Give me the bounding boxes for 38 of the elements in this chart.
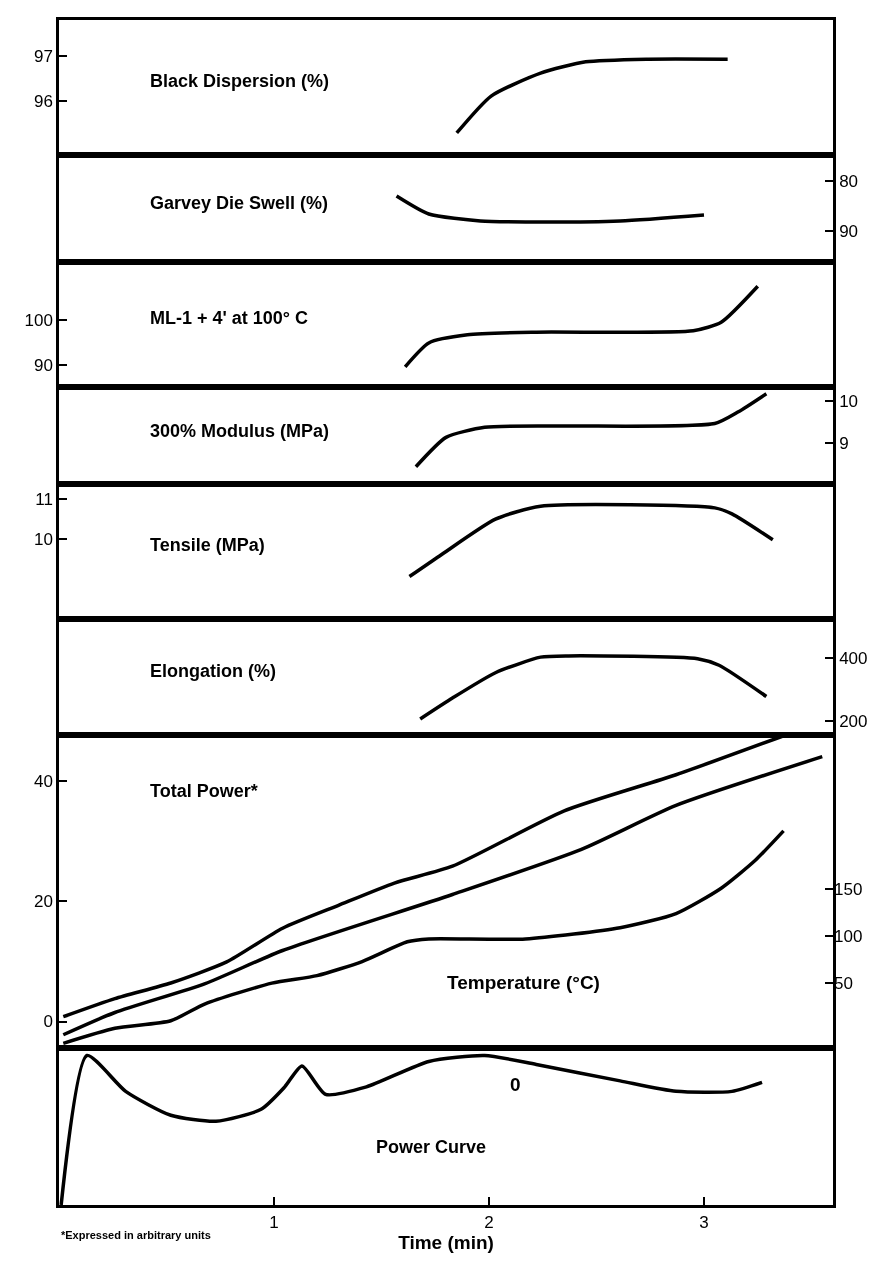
annotation: Temperature (°C) bbox=[447, 972, 600, 993]
text: Tensile (MPa) bbox=[150, 535, 265, 555]
y-tick-label: 11 bbox=[35, 489, 53, 509]
y-tick-label: 0 bbox=[43, 1012, 53, 1032]
line-series bbox=[394, 194, 706, 224]
y-tick-label: 10 bbox=[33, 529, 53, 549]
y2-tick-label: 100 bbox=[834, 927, 863, 947]
y2-tick-label: 9 bbox=[839, 433, 849, 453]
text: Power Curve bbox=[376, 1137, 487, 1157]
x-tick-label: 1 bbox=[269, 1213, 279, 1233]
y-tick-label: 40 bbox=[33, 771, 53, 791]
y2-tick-label: 10 bbox=[839, 391, 859, 411]
line-series bbox=[455, 57, 730, 135]
y2-tick-label: 400 bbox=[839, 649, 868, 669]
y-tick-label: 90 bbox=[33, 356, 53, 376]
y2-tick-label: 200 bbox=[839, 711, 868, 731]
text: Black Dispersion (%) bbox=[150, 71, 330, 91]
x-axis-title: Time (min) bbox=[398, 1232, 494, 1254]
y-tick-label: 100 bbox=[24, 311, 53, 331]
line-series bbox=[403, 284, 760, 369]
y-tick-label: 96 bbox=[33, 91, 53, 111]
text: 300% Modulus (MPa) bbox=[150, 421, 330, 441]
y-tick-label: 97 bbox=[33, 46, 53, 66]
y2-tick-label: 80 bbox=[839, 171, 859, 191]
y-tick-label: 20 bbox=[33, 892, 53, 912]
text: Total Power* bbox=[150, 781, 258, 801]
x-tick-label: 2 bbox=[484, 1213, 494, 1233]
line-series bbox=[61, 754, 824, 1037]
text: Garvey Die Swell (%) bbox=[150, 193, 329, 213]
y2-tick-label: 90 bbox=[839, 221, 859, 241]
y2-tick-label: 150 bbox=[834, 880, 863, 900]
text: *Expressed in arbitrary units bbox=[61, 1229, 211, 1241]
annotation: 0 bbox=[510, 1074, 521, 1095]
x-tick-label: 3 bbox=[699, 1213, 709, 1233]
text: ML-1 + 4' at 100° C bbox=[150, 308, 309, 328]
line-series bbox=[418, 654, 769, 721]
line-series bbox=[414, 391, 769, 469]
text: Elongation (%) bbox=[150, 661, 276, 681]
